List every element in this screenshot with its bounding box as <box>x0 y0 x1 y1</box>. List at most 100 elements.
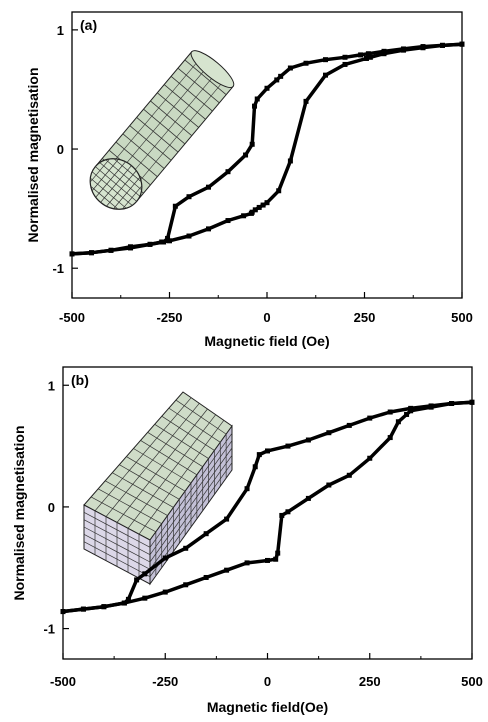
mesh-line <box>83 526 151 563</box>
data-point <box>367 415 373 421</box>
data-point <box>249 209 255 215</box>
data-point <box>162 589 168 595</box>
data-point <box>428 403 434 409</box>
data-point <box>363 55 369 61</box>
data-point <box>342 54 348 60</box>
mesh-line <box>149 455 233 570</box>
cylinder-mesh-icon <box>89 50 235 210</box>
y-tick-label: 0 <box>57 142 64 157</box>
mesh-line <box>154 423 209 459</box>
data-point <box>89 250 94 256</box>
y-axis-label: Normalised magnetisation <box>11 425 27 600</box>
mesh-line <box>175 399 227 435</box>
data-point <box>305 437 311 443</box>
data-point <box>265 557 270 563</box>
mesh-line <box>161 415 215 451</box>
x-tick-label: 250 <box>354 310 376 325</box>
data-point <box>275 550 281 556</box>
data-point <box>273 556 279 562</box>
x-tick-label: 250 <box>359 674 381 689</box>
data-point <box>323 72 328 78</box>
data-point <box>183 582 189 588</box>
data-point <box>224 567 230 573</box>
data-point <box>101 604 107 610</box>
data-point <box>264 200 270 206</box>
x-axis-label: Magnetic field(Oe) <box>207 699 328 715</box>
data-point <box>323 57 328 63</box>
data-point <box>274 77 280 83</box>
x-axis-label: Magnetic field (Oe) <box>204 333 329 349</box>
data-point <box>134 577 140 583</box>
data-point <box>287 65 293 71</box>
mesh-line <box>83 519 151 555</box>
data-point <box>142 571 148 577</box>
data-point <box>203 531 209 537</box>
data-point <box>367 455 373 461</box>
data-point <box>172 203 178 209</box>
data-point <box>303 60 309 66</box>
data-point <box>206 184 211 190</box>
x-tick-label: -250 <box>152 674 178 689</box>
mesh-line <box>177 67 220 104</box>
mesh-line <box>133 448 192 484</box>
data-point <box>395 419 401 425</box>
data-point <box>420 44 426 50</box>
data-point <box>254 96 260 102</box>
data-point <box>287 158 293 164</box>
data-point <box>285 509 291 515</box>
rectangular-prism-mesh-icon <box>83 391 233 586</box>
data-point <box>186 233 192 239</box>
mesh-line <box>105 159 142 191</box>
mesh-line <box>170 76 213 112</box>
panel-label: (a) <box>80 17 97 33</box>
data-point <box>265 448 270 454</box>
data-point <box>244 486 250 492</box>
data-point <box>365 51 371 57</box>
data-point <box>186 194 192 200</box>
x-tick-label: 500 <box>451 310 473 325</box>
data-point <box>243 152 249 158</box>
data-point <box>183 545 189 551</box>
data-point <box>260 202 266 208</box>
data-point <box>142 595 148 601</box>
data-point <box>367 54 373 60</box>
data-point <box>346 472 352 478</box>
mesh-line <box>168 407 221 443</box>
data-point <box>303 98 309 104</box>
mesh-line <box>103 58 201 174</box>
mesh-line <box>149 440 233 555</box>
mesh-line <box>126 456 186 492</box>
data-point <box>125 596 131 602</box>
data-point <box>244 560 250 566</box>
mesh-line <box>83 534 151 570</box>
data-point <box>346 422 352 428</box>
data-point <box>279 512 285 518</box>
data-point <box>80 606 86 612</box>
mesh-line <box>119 72 217 188</box>
mesh-line <box>119 464 180 500</box>
mesh-line <box>106 170 137 207</box>
y-tick-label: -1 <box>43 622 55 637</box>
data-point <box>381 48 387 54</box>
mesh-line <box>184 59 227 95</box>
mesh-line <box>113 177 141 209</box>
x-tick-label: 500 <box>461 674 483 689</box>
mesh-line <box>143 108 186 145</box>
y-tick-label: 1 <box>48 378 55 393</box>
cylinder-far-end <box>190 50 235 88</box>
mesh-line <box>157 92 199 128</box>
data-point <box>326 482 332 488</box>
data-point <box>252 207 258 213</box>
y-tick-label: -1 <box>52 261 64 276</box>
data-point <box>203 574 209 580</box>
data-point <box>285 443 291 449</box>
mesh-line <box>136 117 179 153</box>
mesh-line <box>149 447 233 563</box>
panel-a: -500 -250 0 250 500 -1 0 1 Magnetic field (Oe) No… <box>25 11 473 349</box>
mesh-line <box>150 100 193 137</box>
mesh-line <box>140 440 198 476</box>
mesh-line <box>112 472 174 508</box>
mesh-line <box>129 125 172 161</box>
data-point <box>147 241 153 247</box>
panel-b: -500 -250 0 250 500 -1 0 1 Magnetic field(Oe) Nor… <box>11 366 483 715</box>
